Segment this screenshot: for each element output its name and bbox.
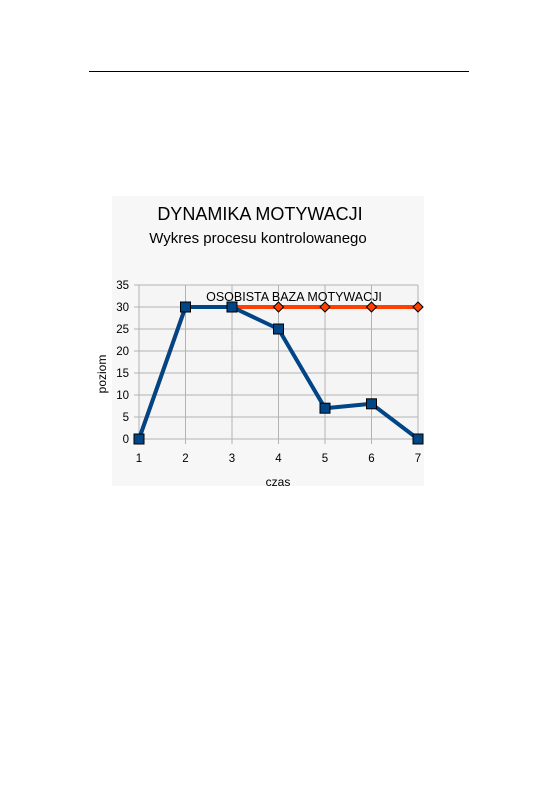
- series-2-point: [226, 301, 238, 313]
- series-1-point: [272, 301, 285, 313]
- series-2-point: [180, 301, 191, 313]
- y-tick-label: 5: [123, 412, 129, 424]
- plot-area: 0 5 10 15 20 25 30 35 1 2 3 4 5 6 7: [116, 280, 424, 465]
- series-2-point: [366, 398, 377, 410]
- x-tick-label: 1: [136, 453, 142, 465]
- series-1-point: [365, 301, 378, 313]
- y-tick-label: 15: [116, 368, 129, 380]
- y-tick-label: 20: [116, 346, 129, 358]
- y-tick-label: 30: [116, 302, 129, 314]
- y-axis-label: poziom: [95, 355, 109, 394]
- series-2-point: [273, 323, 284, 335]
- x-axis-label: czas: [266, 475, 291, 489]
- y-tick-label: 25: [116, 324, 129, 336]
- chart-title: DYNAMIKA MOTYWACJI: [157, 204, 362, 224]
- y-tick-label: 10: [116, 390, 129, 402]
- y-tick-label: 35: [116, 280, 129, 292]
- y-tick-label: 0: [123, 434, 129, 446]
- chart-subtitle: Wykres procesu kontrolowanego: [149, 230, 366, 247]
- chart-annotation: OSOBISTA BAZA MOTYWACJI: [206, 290, 382, 304]
- series-2-point: [133, 433, 145, 445]
- x-tick-label: 6: [368, 453, 374, 465]
- x-tick-label: 5: [322, 453, 328, 465]
- x-tick-label: 2: [182, 453, 188, 465]
- series-2-point: [412, 433, 424, 445]
- x-tick-label: 4: [275, 453, 282, 465]
- series-2-point: [319, 402, 331, 414]
- series-1-point: [319, 301, 331, 313]
- series-1-point: [412, 301, 424, 313]
- x-tick-label: 7: [415, 453, 421, 465]
- x-tick-label: 3: [229, 453, 235, 465]
- header-rule: [89, 71, 469, 72]
